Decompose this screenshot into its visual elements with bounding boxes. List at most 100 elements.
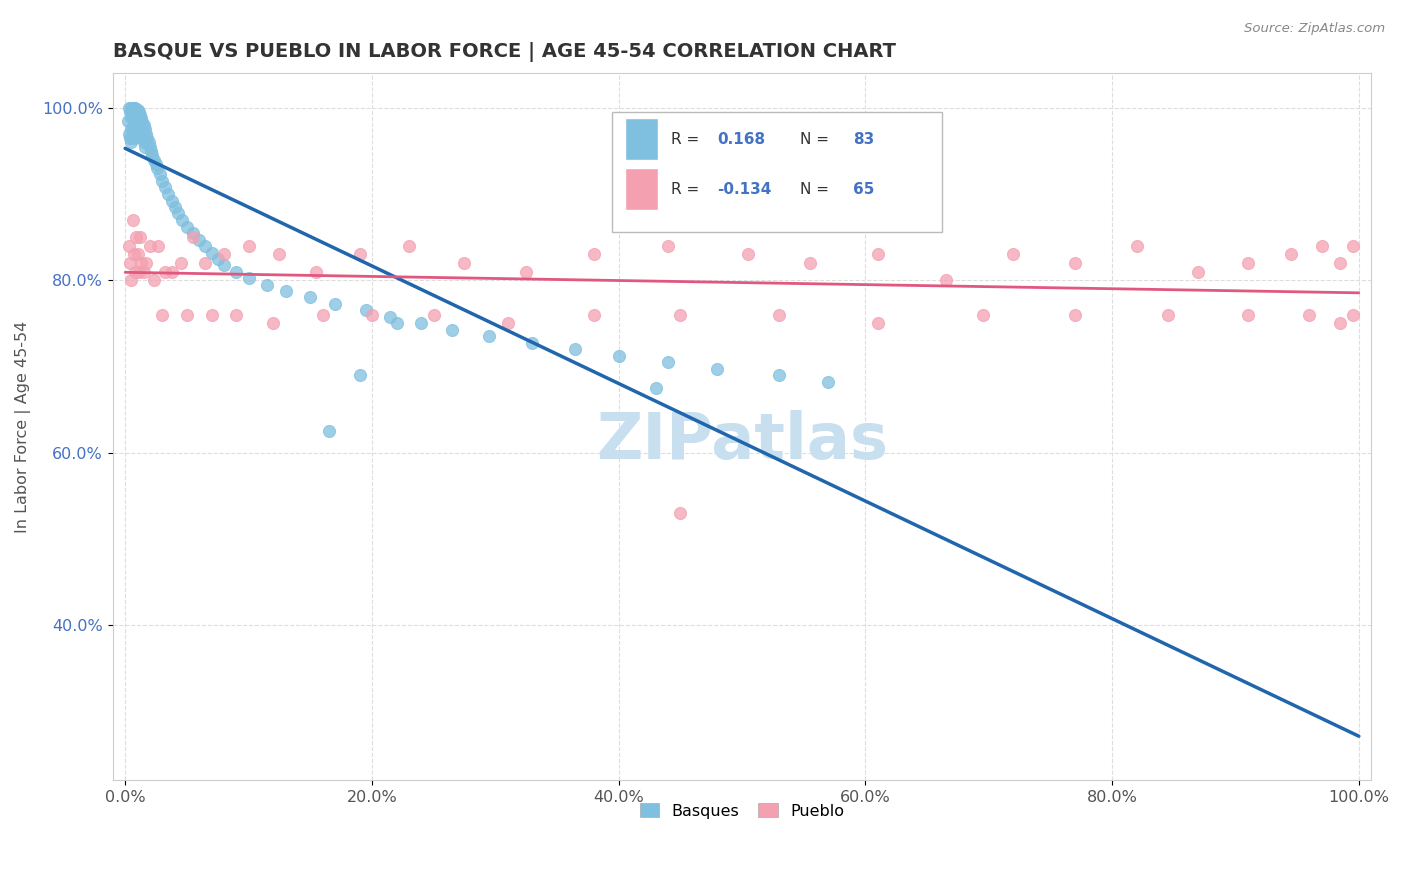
Point <box>194 239 217 253</box>
Point <box>349 247 371 261</box>
Point <box>129 230 152 244</box>
Point <box>170 213 193 227</box>
Point <box>150 174 173 188</box>
Point <box>120 101 142 115</box>
Point <box>299 290 322 304</box>
Point <box>269 247 291 261</box>
Point <box>311 308 333 322</box>
Point <box>120 136 142 150</box>
Point <box>354 303 377 318</box>
Point <box>305 264 328 278</box>
Point <box>866 247 889 261</box>
Point <box>200 245 222 260</box>
Point <box>522 336 544 351</box>
Point <box>238 270 260 285</box>
Point <box>799 256 821 270</box>
Point <box>153 180 176 194</box>
Point <box>127 128 149 143</box>
Legend: Basques, Pueblo: Basques, Pueblo <box>633 797 851 825</box>
Point <box>1156 308 1178 322</box>
Point <box>136 131 159 145</box>
Point <box>212 247 235 261</box>
Text: N =: N = <box>800 182 834 197</box>
Point <box>121 122 143 136</box>
Point <box>768 308 790 322</box>
Point <box>644 381 666 395</box>
Point <box>167 206 190 220</box>
Text: N =: N = <box>800 132 834 146</box>
Point <box>515 264 537 278</box>
Point <box>132 136 155 150</box>
Point <box>132 264 155 278</box>
Point <box>1236 308 1258 322</box>
Point <box>380 310 402 325</box>
Point <box>181 230 204 244</box>
Point <box>866 316 889 330</box>
Point <box>657 355 679 369</box>
Point <box>669 308 692 322</box>
Point <box>125 113 148 128</box>
Point <box>120 105 142 120</box>
Point <box>134 139 156 153</box>
Point <box>349 368 371 382</box>
Point <box>117 113 139 128</box>
Point <box>134 122 156 136</box>
Point <box>318 424 340 438</box>
Point <box>1329 256 1351 270</box>
Point <box>1310 239 1333 253</box>
Point <box>768 368 790 382</box>
Point <box>129 128 152 143</box>
Point <box>120 256 142 270</box>
Text: Source: ZipAtlas.com: Source: ZipAtlas.com <box>1244 22 1385 36</box>
Point <box>582 308 605 322</box>
Point <box>131 114 153 128</box>
Point <box>564 342 586 356</box>
Point <box>225 308 247 322</box>
Point <box>207 252 229 266</box>
Point <box>181 226 204 240</box>
Text: 83: 83 <box>853 132 875 146</box>
Point <box>194 256 217 270</box>
Point <box>1279 247 1302 261</box>
Point <box>125 127 148 141</box>
Point <box>120 110 142 124</box>
Point <box>150 308 173 322</box>
Point <box>582 247 605 261</box>
Point <box>478 329 501 343</box>
Point <box>817 375 839 389</box>
Point <box>411 316 433 330</box>
Point <box>1329 316 1351 330</box>
Point <box>361 308 384 322</box>
Point <box>274 285 297 299</box>
Point <box>496 316 519 330</box>
Point <box>142 153 165 167</box>
Point <box>128 120 150 134</box>
Point <box>153 264 176 278</box>
Point <box>1298 308 1320 322</box>
Point <box>160 194 183 208</box>
Point <box>131 131 153 145</box>
Text: 0.168: 0.168 <box>717 132 765 146</box>
Point <box>706 362 728 376</box>
Point <box>453 256 475 270</box>
Point <box>127 114 149 128</box>
Point <box>145 157 167 171</box>
Text: -0.134: -0.134 <box>717 182 772 197</box>
Point <box>200 308 222 322</box>
Point <box>128 264 150 278</box>
Point <box>422 308 444 322</box>
Point <box>657 239 679 253</box>
Text: 65: 65 <box>853 182 875 197</box>
Point <box>127 103 149 118</box>
Point <box>139 144 162 158</box>
Point <box>125 103 148 117</box>
Point <box>135 127 157 141</box>
Point <box>1002 247 1025 261</box>
Point <box>262 316 284 330</box>
Text: BASQUE VS PUEBLO IN LABOR FORCE | AGE 45-54 CORRELATION CHART: BASQUE VS PUEBLO IN LABOR FORCE | AGE 45… <box>112 42 896 62</box>
Point <box>1341 239 1364 253</box>
Point <box>121 101 143 115</box>
Point <box>129 112 152 126</box>
Point <box>737 247 759 261</box>
Text: R =: R = <box>671 182 704 197</box>
